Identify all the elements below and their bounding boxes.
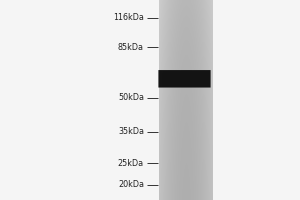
FancyBboxPatch shape bbox=[158, 70, 211, 88]
Text: 20kDa: 20kDa bbox=[118, 180, 144, 189]
Text: 25kDa: 25kDa bbox=[118, 159, 144, 168]
Text: 50kDa: 50kDa bbox=[118, 93, 144, 102]
Text: 116kDa: 116kDa bbox=[113, 13, 144, 22]
Text: 35kDa: 35kDa bbox=[118, 127, 144, 136]
Text: 85kDa: 85kDa bbox=[118, 43, 144, 52]
